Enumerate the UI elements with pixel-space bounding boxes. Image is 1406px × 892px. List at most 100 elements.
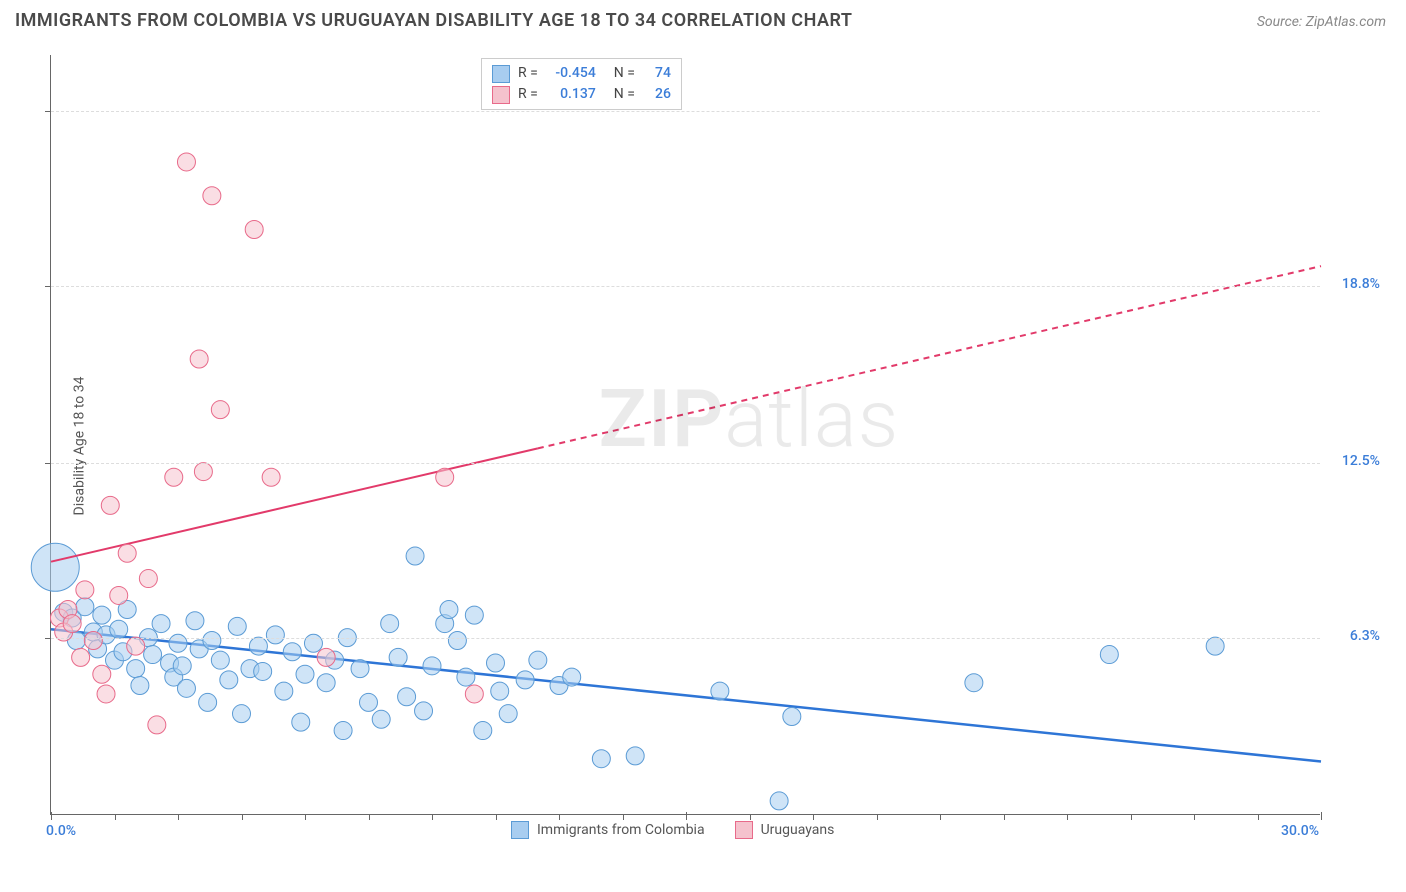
gridline (51, 463, 1320, 464)
scatter-point (127, 637, 145, 655)
legend-row: R = 0.137 N = 26 (492, 84, 671, 105)
scatter-point (101, 496, 119, 514)
scatter-point (203, 187, 221, 205)
scatter-point (360, 693, 378, 711)
scatter-point (211, 401, 229, 419)
scatter-point (783, 707, 801, 725)
scatter-point (398, 688, 416, 706)
legend-r-label: R = (518, 63, 538, 84)
legend-n-value: 74 (643, 63, 671, 84)
scatter-point (262, 468, 280, 486)
scatter-point (93, 606, 111, 624)
legend-swatch (735, 821, 753, 839)
gridline (51, 111, 1320, 112)
scatter-point (465, 606, 483, 624)
x-tick-label: 0.0% (46, 823, 76, 839)
scatter-point (63, 615, 81, 633)
scatter-point (118, 544, 136, 562)
scatter-point (31, 543, 79, 591)
scatter-point (423, 657, 441, 675)
legend-r-value: 0.137 (546, 84, 596, 105)
scatter-point (275, 682, 293, 700)
scatter-point (144, 646, 162, 664)
scatter-point (317, 674, 335, 692)
legend-n-label: N = (614, 63, 635, 84)
scatter-point (177, 679, 195, 697)
scatter-point (592, 750, 610, 768)
scatter-point (249, 637, 267, 655)
scatter-point (199, 693, 217, 711)
legend-row: R = -0.454 N = 74 (492, 63, 671, 84)
scatter-point (131, 677, 149, 695)
scatter-point (1206, 637, 1224, 655)
scatter-point (110, 586, 128, 604)
scatter-point (233, 705, 251, 723)
scatter-point (436, 468, 454, 486)
chart-title: IMMIGRANTS FROM COLOMBIA VS URUGUAYAN DI… (15, 10, 852, 31)
scatter-point (186, 612, 204, 630)
legend-swatch (511, 821, 529, 839)
scatter-point (292, 713, 310, 731)
scatter-point (448, 631, 466, 649)
header: IMMIGRANTS FROM COLOMBIA VS URUGUAYAN DI… (0, 0, 1406, 36)
scatter-point (139, 570, 157, 588)
chart-plot-area: R = -0.454 N = 74 R = 0.137 N = 26 ZIPat… (50, 55, 1320, 815)
series-legend: Immigrants from Colombia Uruguayans (511, 821, 834, 839)
scatter-point (177, 153, 195, 171)
scatter-point (220, 671, 238, 689)
scatter-point (84, 631, 102, 649)
scatter-point (72, 648, 90, 666)
scatter-point (965, 674, 983, 692)
scatter-point (711, 682, 729, 700)
scatter-point (334, 722, 352, 740)
scatter-point (165, 468, 183, 486)
scatter-point (283, 643, 301, 661)
legend-r-value: -0.454 (546, 63, 596, 84)
legend-label: Uruguayans (761, 822, 835, 838)
scatter-point (457, 668, 475, 686)
scatter-point (474, 722, 492, 740)
scatter-point (127, 660, 145, 678)
scatter-point (254, 662, 272, 680)
x-tick-label: 30.0% (1281, 823, 1319, 839)
scatter-point (245, 221, 263, 239)
scatter-point (228, 617, 246, 635)
scatter-point (93, 665, 111, 683)
scatter-point (389, 648, 407, 666)
legend-n-value: 26 (643, 84, 671, 105)
legend-label: Immigrants from Colombia (537, 822, 705, 838)
scatter-point (76, 598, 94, 616)
y-tick-label: 6.3% (1350, 628, 1380, 644)
scatter-point (203, 631, 221, 649)
gridline (51, 638, 1320, 639)
scatter-point (491, 682, 509, 700)
source-attribution: Source: ZipAtlas.com (1257, 14, 1386, 30)
scatter-point (487, 654, 505, 672)
scatter-point (516, 671, 534, 689)
scatter-point (529, 651, 547, 669)
scatter-point (626, 747, 644, 765)
scatter-point (317, 648, 335, 666)
scatter-point (372, 710, 390, 728)
legend-swatch (492, 86, 510, 104)
scatter-point (266, 626, 284, 644)
scatter-point (148, 716, 166, 734)
scatter-point (351, 660, 369, 678)
scatter-point (563, 668, 581, 686)
scatter-point (76, 581, 94, 599)
scatter-point (440, 601, 458, 619)
scatter-point (97, 685, 115, 703)
legend-r-label: R = (518, 84, 538, 105)
scatter-point (381, 615, 399, 633)
correlation-legend: R = -0.454 N = 74 R = 0.137 N = 26 (481, 58, 682, 110)
scatter-point (296, 665, 314, 683)
legend-n-label: N = (614, 84, 635, 105)
scatter-point (406, 547, 424, 565)
legend-item: Uruguayans (735, 821, 835, 839)
scatter-point (415, 702, 433, 720)
scatter-point (211, 651, 229, 669)
legend-swatch (492, 65, 510, 83)
scatter-point (1100, 646, 1118, 664)
scatter-point (465, 685, 483, 703)
scatter-point (194, 463, 212, 481)
